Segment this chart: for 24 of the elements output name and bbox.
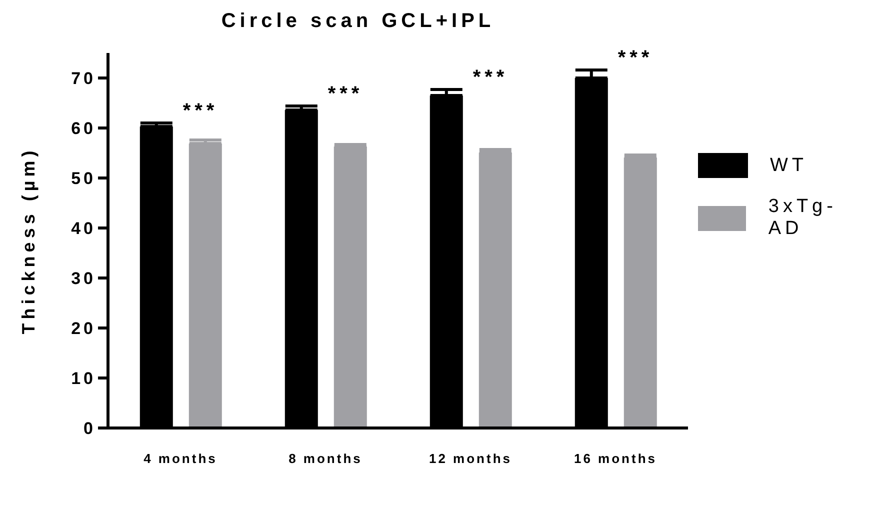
x-tick-label: 8 months [288,451,362,466]
legend-label: WT [770,154,808,176]
x-tick-label: 16 months [574,451,658,466]
chart-title: Circle scan GCL+IPL [220,10,496,33]
y-tick-label: 20 [71,319,96,338]
annotation: *** [472,66,508,88]
annotation: *** [618,47,654,69]
y-tick-label: 70 [71,69,96,88]
y-tick-label: 30 [71,269,96,288]
x-tick-label: 4 months [144,451,218,466]
legend-label: 3xTg-AD [768,196,838,240]
annotation: *** [328,83,364,105]
y-tick-label: 40 [71,219,96,238]
bar [624,158,657,428]
y-tick-label: 50 [71,169,96,188]
bar [334,146,367,428]
bar [188,144,222,428]
y-tick-label: 0 [84,419,96,438]
annotation: *** [182,100,218,122]
y-tick-label: 60 [71,119,96,138]
x-tick-label: 12 months [428,451,512,466]
y-tick-label: 10 [71,369,96,388]
y-axis-title: Thickness (µm) [18,146,38,334]
bar [478,152,512,428]
